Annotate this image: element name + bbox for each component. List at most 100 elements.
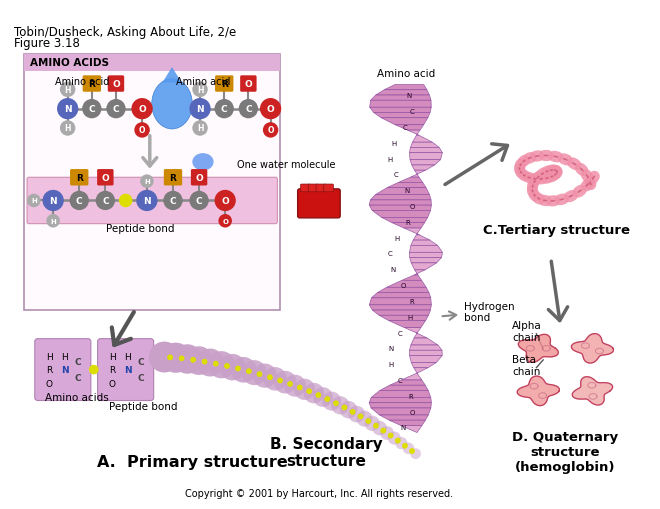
Circle shape bbox=[214, 100, 234, 119]
Text: H: H bbox=[408, 314, 413, 320]
Text: H: H bbox=[394, 235, 399, 241]
Text: N: N bbox=[61, 365, 69, 374]
Text: C: C bbox=[387, 251, 392, 257]
Circle shape bbox=[366, 418, 371, 424]
FancyBboxPatch shape bbox=[108, 76, 124, 93]
Text: N: N bbox=[388, 346, 393, 352]
Ellipse shape bbox=[152, 79, 192, 130]
Circle shape bbox=[341, 405, 347, 411]
Polygon shape bbox=[404, 328, 421, 333]
Polygon shape bbox=[409, 246, 442, 253]
Ellipse shape bbox=[192, 154, 214, 171]
Polygon shape bbox=[410, 258, 442, 263]
Circle shape bbox=[340, 401, 357, 418]
Circle shape bbox=[60, 121, 75, 136]
Circle shape bbox=[246, 369, 251, 374]
Text: H: H bbox=[144, 179, 150, 185]
Text: O: O bbox=[139, 126, 145, 135]
Circle shape bbox=[348, 406, 365, 422]
Polygon shape bbox=[387, 281, 426, 288]
Polygon shape bbox=[410, 160, 440, 165]
Polygon shape bbox=[402, 275, 422, 281]
Circle shape bbox=[189, 191, 209, 211]
Text: H: H bbox=[50, 218, 56, 224]
Circle shape bbox=[201, 359, 207, 365]
Circle shape bbox=[69, 191, 89, 211]
Text: H: H bbox=[65, 86, 71, 95]
Text: Peptide bond: Peptide bond bbox=[106, 223, 174, 233]
FancyBboxPatch shape bbox=[70, 169, 88, 186]
Circle shape bbox=[260, 99, 281, 120]
Polygon shape bbox=[409, 148, 442, 153]
Circle shape bbox=[325, 397, 330, 402]
Text: N: N bbox=[407, 93, 412, 99]
Text: Copyright © 2001 by Harcourt, Inc. All rights reserved.: Copyright © 2001 by Harcourt, Inc. All r… bbox=[185, 489, 453, 498]
Text: O: O bbox=[267, 126, 274, 135]
FancyBboxPatch shape bbox=[300, 185, 310, 192]
Circle shape bbox=[253, 364, 277, 388]
Circle shape bbox=[106, 100, 125, 119]
Text: Amino acid: Amino acid bbox=[176, 76, 230, 87]
Text: Amino acid: Amino acid bbox=[55, 76, 110, 87]
Circle shape bbox=[213, 361, 218, 367]
Circle shape bbox=[402, 443, 408, 449]
Circle shape bbox=[214, 190, 236, 212]
FancyBboxPatch shape bbox=[35, 339, 91, 401]
Text: H: H bbox=[197, 86, 203, 95]
Polygon shape bbox=[389, 321, 426, 328]
FancyBboxPatch shape bbox=[308, 185, 318, 192]
Polygon shape bbox=[389, 380, 425, 385]
Polygon shape bbox=[369, 398, 432, 403]
Text: H: H bbox=[46, 352, 53, 361]
Text: C: C bbox=[398, 377, 403, 383]
Circle shape bbox=[218, 215, 232, 228]
Polygon shape bbox=[370, 305, 432, 310]
Circle shape bbox=[235, 366, 241, 372]
Polygon shape bbox=[372, 391, 431, 398]
Circle shape bbox=[149, 342, 180, 373]
Circle shape bbox=[387, 433, 393, 439]
Text: C.Tertiary structure: C.Tertiary structure bbox=[483, 223, 630, 237]
Circle shape bbox=[267, 375, 273, 380]
Polygon shape bbox=[409, 253, 442, 258]
Text: N: N bbox=[143, 196, 150, 206]
Polygon shape bbox=[162, 68, 182, 83]
Polygon shape bbox=[370, 298, 432, 305]
Circle shape bbox=[89, 365, 98, 375]
Circle shape bbox=[189, 99, 211, 120]
Text: R: R bbox=[109, 365, 116, 374]
Circle shape bbox=[287, 381, 293, 387]
Circle shape bbox=[403, 443, 414, 454]
Text: C: C bbox=[398, 330, 403, 336]
FancyBboxPatch shape bbox=[316, 185, 325, 192]
Circle shape bbox=[96, 191, 115, 211]
Text: C: C bbox=[75, 373, 82, 382]
Circle shape bbox=[284, 375, 306, 397]
Polygon shape bbox=[411, 241, 438, 246]
Text: O: O bbox=[401, 282, 407, 289]
Text: R: R bbox=[221, 80, 228, 89]
Text: Peptide bond: Peptide bond bbox=[109, 402, 178, 411]
Polygon shape bbox=[411, 171, 426, 178]
Circle shape bbox=[395, 437, 408, 449]
Text: Hydrogen
bond: Hydrogen bond bbox=[464, 301, 515, 323]
Text: Tobin/Dusheck, Asking About Life, 2/e: Tobin/Dusheck, Asking About Life, 2/e bbox=[14, 25, 236, 39]
Circle shape bbox=[297, 385, 303, 390]
Circle shape bbox=[277, 378, 283, 384]
Text: H: H bbox=[387, 156, 392, 162]
Text: C: C bbox=[138, 358, 145, 366]
Text: A.  Primary structure: A. Primary structure bbox=[96, 454, 287, 469]
Polygon shape bbox=[370, 206, 432, 211]
Circle shape bbox=[185, 347, 213, 375]
Polygon shape bbox=[372, 211, 430, 218]
FancyBboxPatch shape bbox=[298, 189, 340, 218]
Circle shape bbox=[263, 367, 287, 391]
Text: O: O bbox=[267, 105, 275, 114]
Circle shape bbox=[387, 432, 401, 445]
Circle shape bbox=[263, 123, 279, 138]
FancyBboxPatch shape bbox=[24, 54, 280, 72]
Polygon shape bbox=[379, 415, 428, 420]
Text: H: H bbox=[61, 352, 68, 361]
Text: N: N bbox=[64, 105, 71, 114]
Text: C: C bbox=[196, 196, 203, 206]
